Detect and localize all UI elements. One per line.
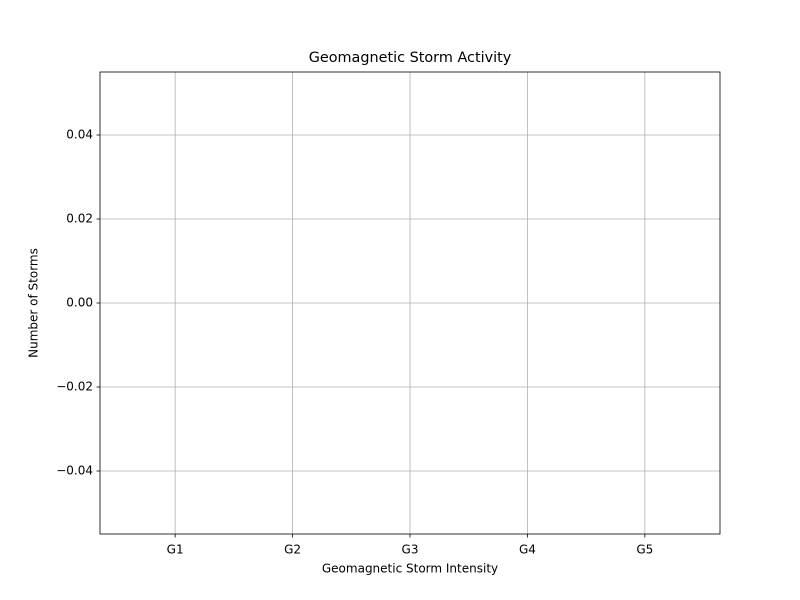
x-tick-label: G4 bbox=[519, 543, 536, 557]
x-tick-label: G1 bbox=[167, 543, 184, 557]
plot-frame bbox=[99, 71, 721, 535]
y-tick-label: 0.00 bbox=[66, 296, 93, 310]
y-tick-label: 0.04 bbox=[66, 128, 93, 142]
x-tick-label: G3 bbox=[402, 543, 419, 557]
y-tick-label: 0.02 bbox=[66, 212, 93, 226]
y-axis-label: Number of Storms bbox=[27, 248, 41, 358]
x-axis-label: Geomagnetic Storm Intensity bbox=[322, 562, 498, 576]
chart-title: Geomagnetic Storm Activity bbox=[309, 50, 512, 66]
x-tick-label: G5 bbox=[636, 543, 653, 557]
y-tick-label: −0.04 bbox=[56, 464, 93, 478]
x-tick-label: G2 bbox=[284, 543, 301, 557]
y-tick-label: −0.02 bbox=[56, 380, 93, 394]
